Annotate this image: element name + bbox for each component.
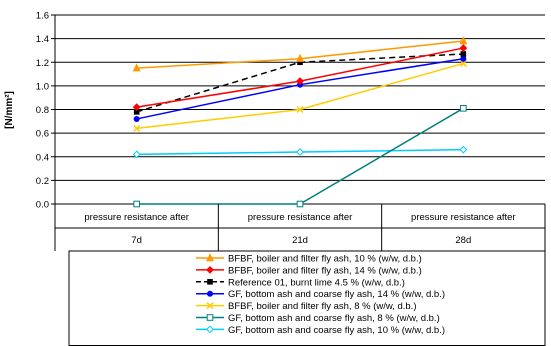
category-label-line1: pressure resistance after — [248, 212, 353, 223]
y-tick-label: 1.2 — [36, 58, 49, 69]
data-point — [205, 253, 215, 262]
legend-item: BFBF, boiler and filter fly ash, 14 % (w… — [196, 265, 422, 276]
data-point — [459, 36, 468, 45]
data-point — [460, 55, 467, 62]
series-line — [136, 62, 464, 130]
data-point — [133, 200, 140, 208]
category-label-line2: 28d — [455, 235, 471, 246]
category-label-line1: pressure resistance after — [84, 212, 189, 223]
series — [133, 105, 467, 208]
y-tick-label: 0.8 — [36, 105, 49, 116]
legend-label: GF, bottom ash and coarse fly ash, 8 % (… — [228, 313, 440, 324]
y-axis-label: [N/mm²] — [4, 91, 15, 129]
y-tick-label: 0.6 — [36, 129, 49, 140]
data-point — [459, 59, 467, 67]
y-tick-label: 1.6 — [36, 11, 49, 22]
legend-label: BFBF, boiler and filter fly ash, 10 % (w… — [228, 254, 422, 265]
y-tick-label: 1.4 — [36, 34, 49, 45]
legend-label: Reference 01, burnt lime 4.5 % (w/w, d.b… — [228, 277, 405, 288]
series — [132, 36, 468, 72]
y-tick-label: 0.2 — [36, 176, 49, 187]
data-point — [296, 148, 304, 156]
data-point — [296, 200, 304, 208]
legend-label: GF, bottom ash and coarse fly ash, 10 % … — [228, 325, 445, 336]
legend-item: BFBF, boiler and filter fly ash, 10 % (w… — [196, 253, 422, 265]
data-point — [206, 325, 214, 334]
legend: BFBF, boiler and filter fly ash, 10 % (w… — [68, 250, 546, 346]
category-label-line2: 7d — [131, 235, 142, 246]
category-label-line2: 21d — [292, 235, 308, 246]
data-point — [133, 115, 140, 122]
series — [133, 51, 467, 115]
data-point — [296, 105, 304, 114]
legend-item: BFBF, boiler and filter fly ash, 8 % (w/… — [196, 301, 417, 312]
category-axis-table: pressure resistance after 7d pressure resi… — [54, 204, 546, 251]
y-tick-label: 1.0 — [36, 81, 49, 92]
data-point — [206, 302, 214, 310]
data-point — [296, 77, 304, 86]
data-point — [206, 314, 214, 321]
legend-label: BFBF, boiler and filter fly ash, 8 % (w/… — [228, 301, 417, 312]
data-point — [132, 63, 141, 72]
legend-label: BFBF, boiler and filter fly ash, 14 % (w… — [228, 265, 422, 276]
axes: 0.0 0.2 0.4 0.6 0.8 1.0 1.2 1.4 1.6 — [36, 11, 56, 211]
series — [132, 44, 468, 112]
data-point — [297, 59, 303, 66]
legend-box — [68, 250, 546, 346]
category-label-line1: pressure resistance after — [411, 212, 516, 223]
data-point — [207, 290, 213, 297]
series-layer — [132, 36, 468, 208]
data-point — [460, 105, 467, 112]
legend-label: GF, bottom ash and coarse fly ash, 14 % … — [228, 289, 445, 300]
data-point — [207, 279, 213, 285]
legend-item: GF, bottom ash and coarse fly ash, 14 % … — [196, 289, 445, 300]
data-point — [206, 265, 214, 274]
legend-item: GF, bottom ash and coarse fly ash, 8 % (… — [196, 313, 440, 324]
data-point — [132, 150, 141, 159]
data-point — [460, 51, 467, 57]
series — [133, 59, 467, 132]
data-point — [132, 103, 141, 112]
data-point — [133, 109, 140, 115]
data-point — [459, 44, 468, 52]
data-point — [295, 53, 305, 62]
y-tick-label: 0.0 — [36, 200, 49, 211]
data-point — [459, 145, 468, 154]
legend-item: GF, bottom ash and coarse fly ash, 10 % … — [196, 325, 445, 336]
y-tick-label: 0.4 — [36, 152, 49, 163]
data-point — [133, 124, 141, 132]
series — [132, 145, 468, 159]
legend-item: Reference 01, burnt lime 4.5 % (w/w, d.b… — [196, 277, 405, 288]
